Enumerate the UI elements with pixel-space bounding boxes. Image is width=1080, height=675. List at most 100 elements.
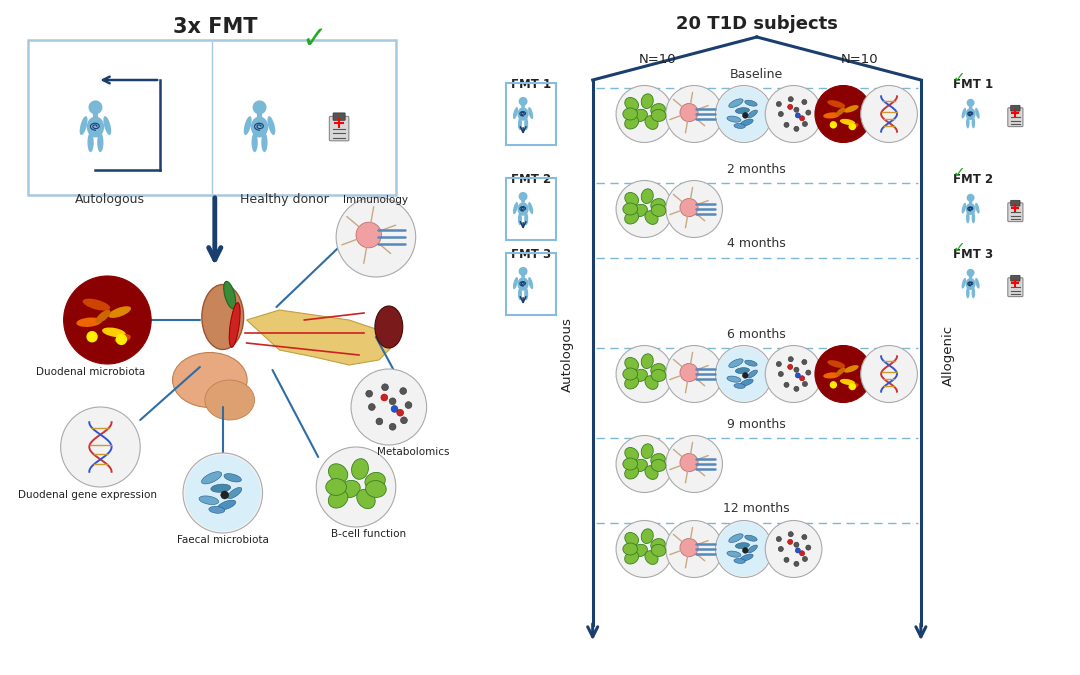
Ellipse shape xyxy=(642,529,653,543)
Circle shape xyxy=(253,101,267,114)
FancyBboxPatch shape xyxy=(329,116,349,141)
Ellipse shape xyxy=(625,358,638,371)
FancyBboxPatch shape xyxy=(333,113,346,120)
Circle shape xyxy=(680,198,698,217)
Ellipse shape xyxy=(642,189,653,204)
Ellipse shape xyxy=(86,117,104,138)
Circle shape xyxy=(680,454,698,472)
Circle shape xyxy=(616,86,673,142)
Ellipse shape xyxy=(972,117,975,128)
Ellipse shape xyxy=(251,117,268,138)
Text: N=10: N=10 xyxy=(840,53,878,66)
Ellipse shape xyxy=(517,107,529,121)
Ellipse shape xyxy=(202,472,221,484)
Ellipse shape xyxy=(823,373,839,379)
Circle shape xyxy=(967,99,974,107)
Ellipse shape xyxy=(966,287,970,298)
Ellipse shape xyxy=(261,132,268,152)
Text: N=10: N=10 xyxy=(638,53,676,66)
Ellipse shape xyxy=(747,545,757,553)
FancyBboxPatch shape xyxy=(1011,200,1020,206)
Text: Duodenal gene expression: Duodenal gene expression xyxy=(18,490,157,500)
Ellipse shape xyxy=(836,367,846,376)
Circle shape xyxy=(766,520,822,578)
Circle shape xyxy=(665,520,723,578)
Ellipse shape xyxy=(625,533,638,545)
Text: B-cell function: B-cell function xyxy=(332,529,406,539)
Text: FMT 2: FMT 2 xyxy=(953,173,993,186)
Ellipse shape xyxy=(625,448,638,460)
Text: FMT 1: FMT 1 xyxy=(511,78,551,91)
Ellipse shape xyxy=(840,119,855,125)
Ellipse shape xyxy=(205,380,255,420)
Ellipse shape xyxy=(645,551,658,564)
Ellipse shape xyxy=(518,213,522,225)
Ellipse shape xyxy=(268,116,275,135)
Circle shape xyxy=(665,86,723,142)
Ellipse shape xyxy=(740,554,753,561)
Ellipse shape xyxy=(642,444,653,458)
Ellipse shape xyxy=(326,479,347,495)
Ellipse shape xyxy=(625,97,638,111)
Text: Immunology: Immunology xyxy=(343,195,408,205)
Text: Allogenic: Allogenic xyxy=(942,325,955,385)
Ellipse shape xyxy=(77,317,102,327)
Ellipse shape xyxy=(747,110,757,118)
Circle shape xyxy=(815,86,872,142)
Ellipse shape xyxy=(103,327,126,337)
Ellipse shape xyxy=(80,116,87,135)
Ellipse shape xyxy=(727,116,741,122)
FancyBboxPatch shape xyxy=(969,198,972,203)
Circle shape xyxy=(518,192,527,201)
Ellipse shape xyxy=(624,551,638,564)
Text: Autologous: Autologous xyxy=(76,193,146,206)
Ellipse shape xyxy=(524,288,528,300)
Circle shape xyxy=(716,86,772,142)
Ellipse shape xyxy=(365,472,386,489)
Circle shape xyxy=(742,113,748,118)
Text: Healthy donor: Healthy donor xyxy=(240,193,328,206)
FancyBboxPatch shape xyxy=(1011,275,1020,281)
Ellipse shape xyxy=(625,192,638,206)
Circle shape xyxy=(64,276,151,364)
Circle shape xyxy=(717,347,771,402)
Ellipse shape xyxy=(843,105,859,113)
Circle shape xyxy=(717,86,771,141)
Circle shape xyxy=(794,126,799,132)
Circle shape xyxy=(220,491,229,499)
Ellipse shape xyxy=(961,202,967,213)
Circle shape xyxy=(518,267,527,276)
Circle shape xyxy=(967,194,974,202)
Text: FMT 3: FMT 3 xyxy=(511,248,551,261)
Ellipse shape xyxy=(633,205,647,217)
Ellipse shape xyxy=(87,132,94,152)
Ellipse shape xyxy=(975,278,980,289)
Ellipse shape xyxy=(972,287,975,298)
Ellipse shape xyxy=(645,376,658,389)
Circle shape xyxy=(794,367,799,373)
Text: FMT 1: FMT 1 xyxy=(953,78,993,91)
Ellipse shape xyxy=(651,364,665,376)
FancyBboxPatch shape xyxy=(1011,105,1020,111)
Ellipse shape xyxy=(202,284,244,350)
Text: 20 T1D subjects: 20 T1D subjects xyxy=(676,15,838,33)
Circle shape xyxy=(742,547,748,554)
Ellipse shape xyxy=(651,198,665,211)
Circle shape xyxy=(680,363,698,381)
FancyBboxPatch shape xyxy=(1008,278,1023,296)
Ellipse shape xyxy=(823,112,839,119)
Ellipse shape xyxy=(513,202,518,214)
Ellipse shape xyxy=(651,109,666,122)
Circle shape xyxy=(368,404,375,410)
Ellipse shape xyxy=(740,119,753,126)
Ellipse shape xyxy=(734,124,745,128)
Circle shape xyxy=(779,111,783,117)
Ellipse shape xyxy=(747,370,757,378)
Circle shape xyxy=(185,454,261,531)
Ellipse shape xyxy=(633,369,647,381)
Circle shape xyxy=(381,394,388,401)
Ellipse shape xyxy=(840,379,855,385)
Circle shape xyxy=(829,381,837,389)
Ellipse shape xyxy=(645,211,658,224)
FancyBboxPatch shape xyxy=(1008,108,1023,127)
